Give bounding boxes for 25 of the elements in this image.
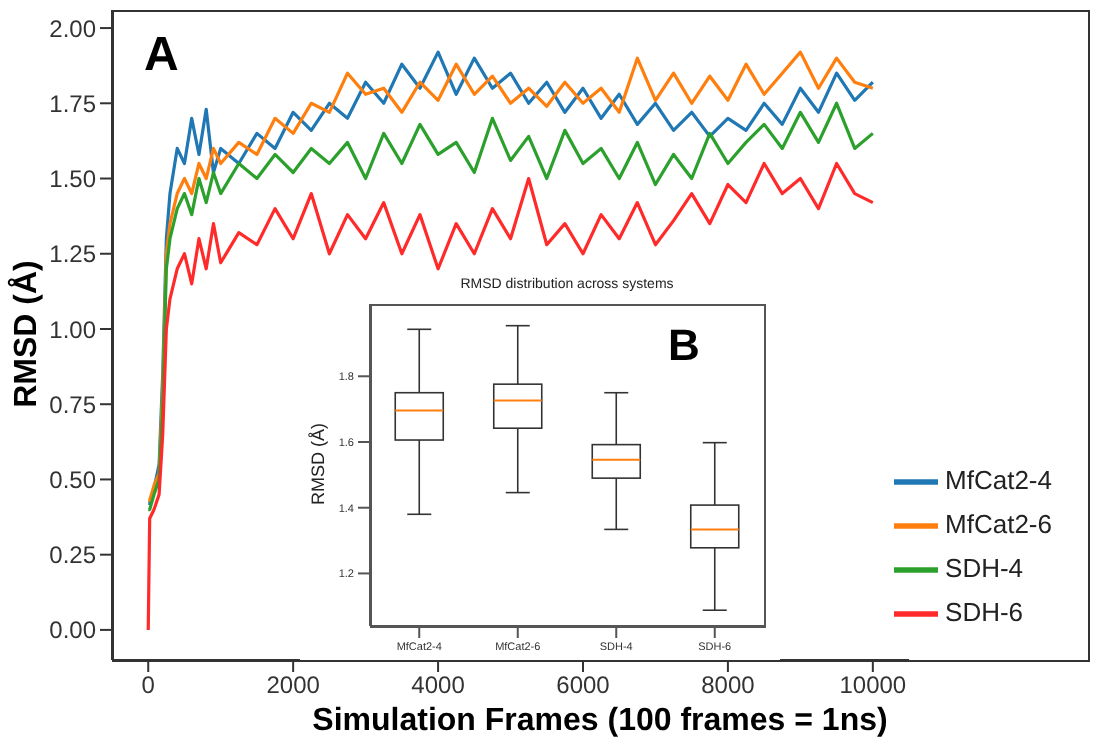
x-tick-label: 10000 <box>839 671 907 700</box>
y-axis-title: RMSD (Å) <box>306 421 330 509</box>
legend-label: SDH-4 <box>945 552 1024 583</box>
annotation: A <box>144 28 179 84</box>
x-tick-label: 6000 <box>556 671 611 700</box>
x-axis-title: Simulation Frames (100 frames = 1ns) <box>310 702 890 742</box>
annotation: B <box>668 320 700 372</box>
legend-label: MfCat2-4 <box>945 464 1052 495</box>
y-tick-label: 0.75 <box>49 390 97 419</box>
y-axis-title: RMSD (Å) <box>10 260 44 408</box>
legend-label: SDH-6 <box>945 596 1024 627</box>
y-tick-label: 1.25 <box>49 240 97 269</box>
y-tick-label: 0.25 <box>49 541 97 570</box>
y-tick-label: 1.75 <box>49 89 97 118</box>
y-tick-label: 0.50 <box>49 465 97 494</box>
y-tick-label: 0.00 <box>49 616 97 645</box>
legend-label: MfCat2-6 <box>945 508 1052 539</box>
y-tick-label: 1.50 <box>49 165 97 194</box>
y-tick-label: 2.00 <box>49 14 97 43</box>
y-tick-label: 1.00 <box>49 315 97 344</box>
x-tick-label: 8000 <box>701 671 756 700</box>
x-tick-label: 2000 <box>266 671 321 700</box>
line-series <box>146 161 875 632</box>
x-tick-label: 4000 <box>411 671 466 700</box>
x-tick-label: 0 <box>141 671 156 700</box>
